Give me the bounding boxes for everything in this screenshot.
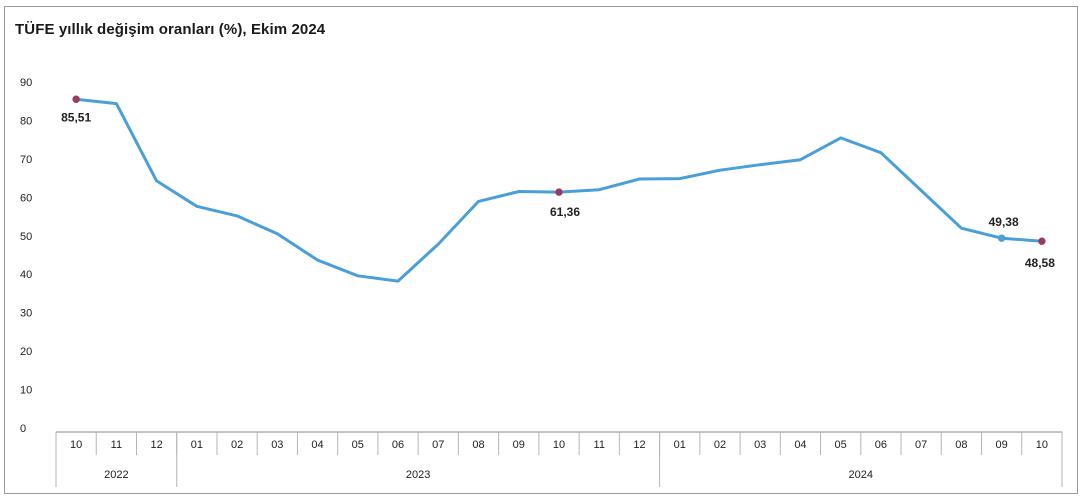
- x-tick-label: 11: [111, 439, 122, 451]
- y-tick-label: 70: [20, 154, 32, 166]
- x-tick-label: 05: [352, 439, 364, 451]
- chart-frame: TÜFE yıllık değişim oranları (%), Ekim 2…: [4, 6, 1078, 494]
- data-label: 48,58: [1025, 256, 1055, 270]
- y-tick-label: 30: [20, 308, 32, 320]
- x-tick-label: 08: [955, 439, 967, 451]
- y-tick-label: 60: [20, 192, 32, 204]
- plot-area: 85,51 61,36 49,38 48,58: [61, 95, 1055, 283]
- data-point-marker: [1038, 237, 1046, 245]
- year-label: 2022: [104, 469, 128, 481]
- x-tick-label: 03: [754, 439, 766, 451]
- data-point-marker: [72, 95, 80, 103]
- data-label: 85,51: [61, 110, 91, 124]
- x-tick-label: 04: [794, 439, 806, 451]
- x-tick-label: 06: [392, 439, 404, 451]
- x-tick-label: 12: [633, 439, 645, 451]
- x-tick-label: 12: [150, 439, 162, 451]
- x-tick-label: 01: [674, 439, 686, 451]
- x-tick-label: 03: [271, 439, 283, 451]
- y-tick-label: 10: [20, 385, 32, 397]
- y-tick-label: 50: [20, 231, 32, 243]
- data-point-marker: [997, 234, 1006, 242]
- x-tick-label: 09: [996, 439, 1008, 451]
- y-tick-label: 40: [20, 269, 32, 281]
- y-tick-label: 20: [20, 346, 32, 358]
- data-point-marker: [555, 188, 563, 196]
- year-label: 2023: [406, 469, 430, 481]
- y-tick-label: 90: [20, 77, 32, 89]
- chart-title: TÜFE yıllık değişim oranları (%), Ekim 2…: [15, 21, 326, 38]
- x-tick-label: 07: [915, 439, 927, 451]
- x-tick-label: 04: [311, 439, 323, 451]
- x-tick-label: 07: [432, 439, 444, 451]
- x-tick-label: 02: [714, 439, 726, 451]
- x-tick-label: 08: [472, 439, 484, 451]
- x-tick-label: 10: [1036, 439, 1048, 451]
- x-tick-label: 10: [70, 439, 82, 451]
- y-tick-label: 0: [20, 423, 26, 435]
- x-tick-label: 06: [875, 439, 887, 451]
- x-tick-label: 05: [835, 439, 847, 451]
- x-tick-label: 02: [231, 439, 243, 451]
- x-tick-label: 11: [594, 439, 605, 451]
- x-tick-label: 01: [191, 439, 203, 451]
- data-label: 61,36: [550, 205, 580, 219]
- year-label: 2024: [849, 469, 873, 481]
- x-tick-label: 10: [553, 439, 565, 451]
- x-tick-label: 09: [513, 439, 525, 451]
- data-label: 49,38: [989, 215, 1019, 229]
- y-tick-label: 80: [20, 115, 32, 127]
